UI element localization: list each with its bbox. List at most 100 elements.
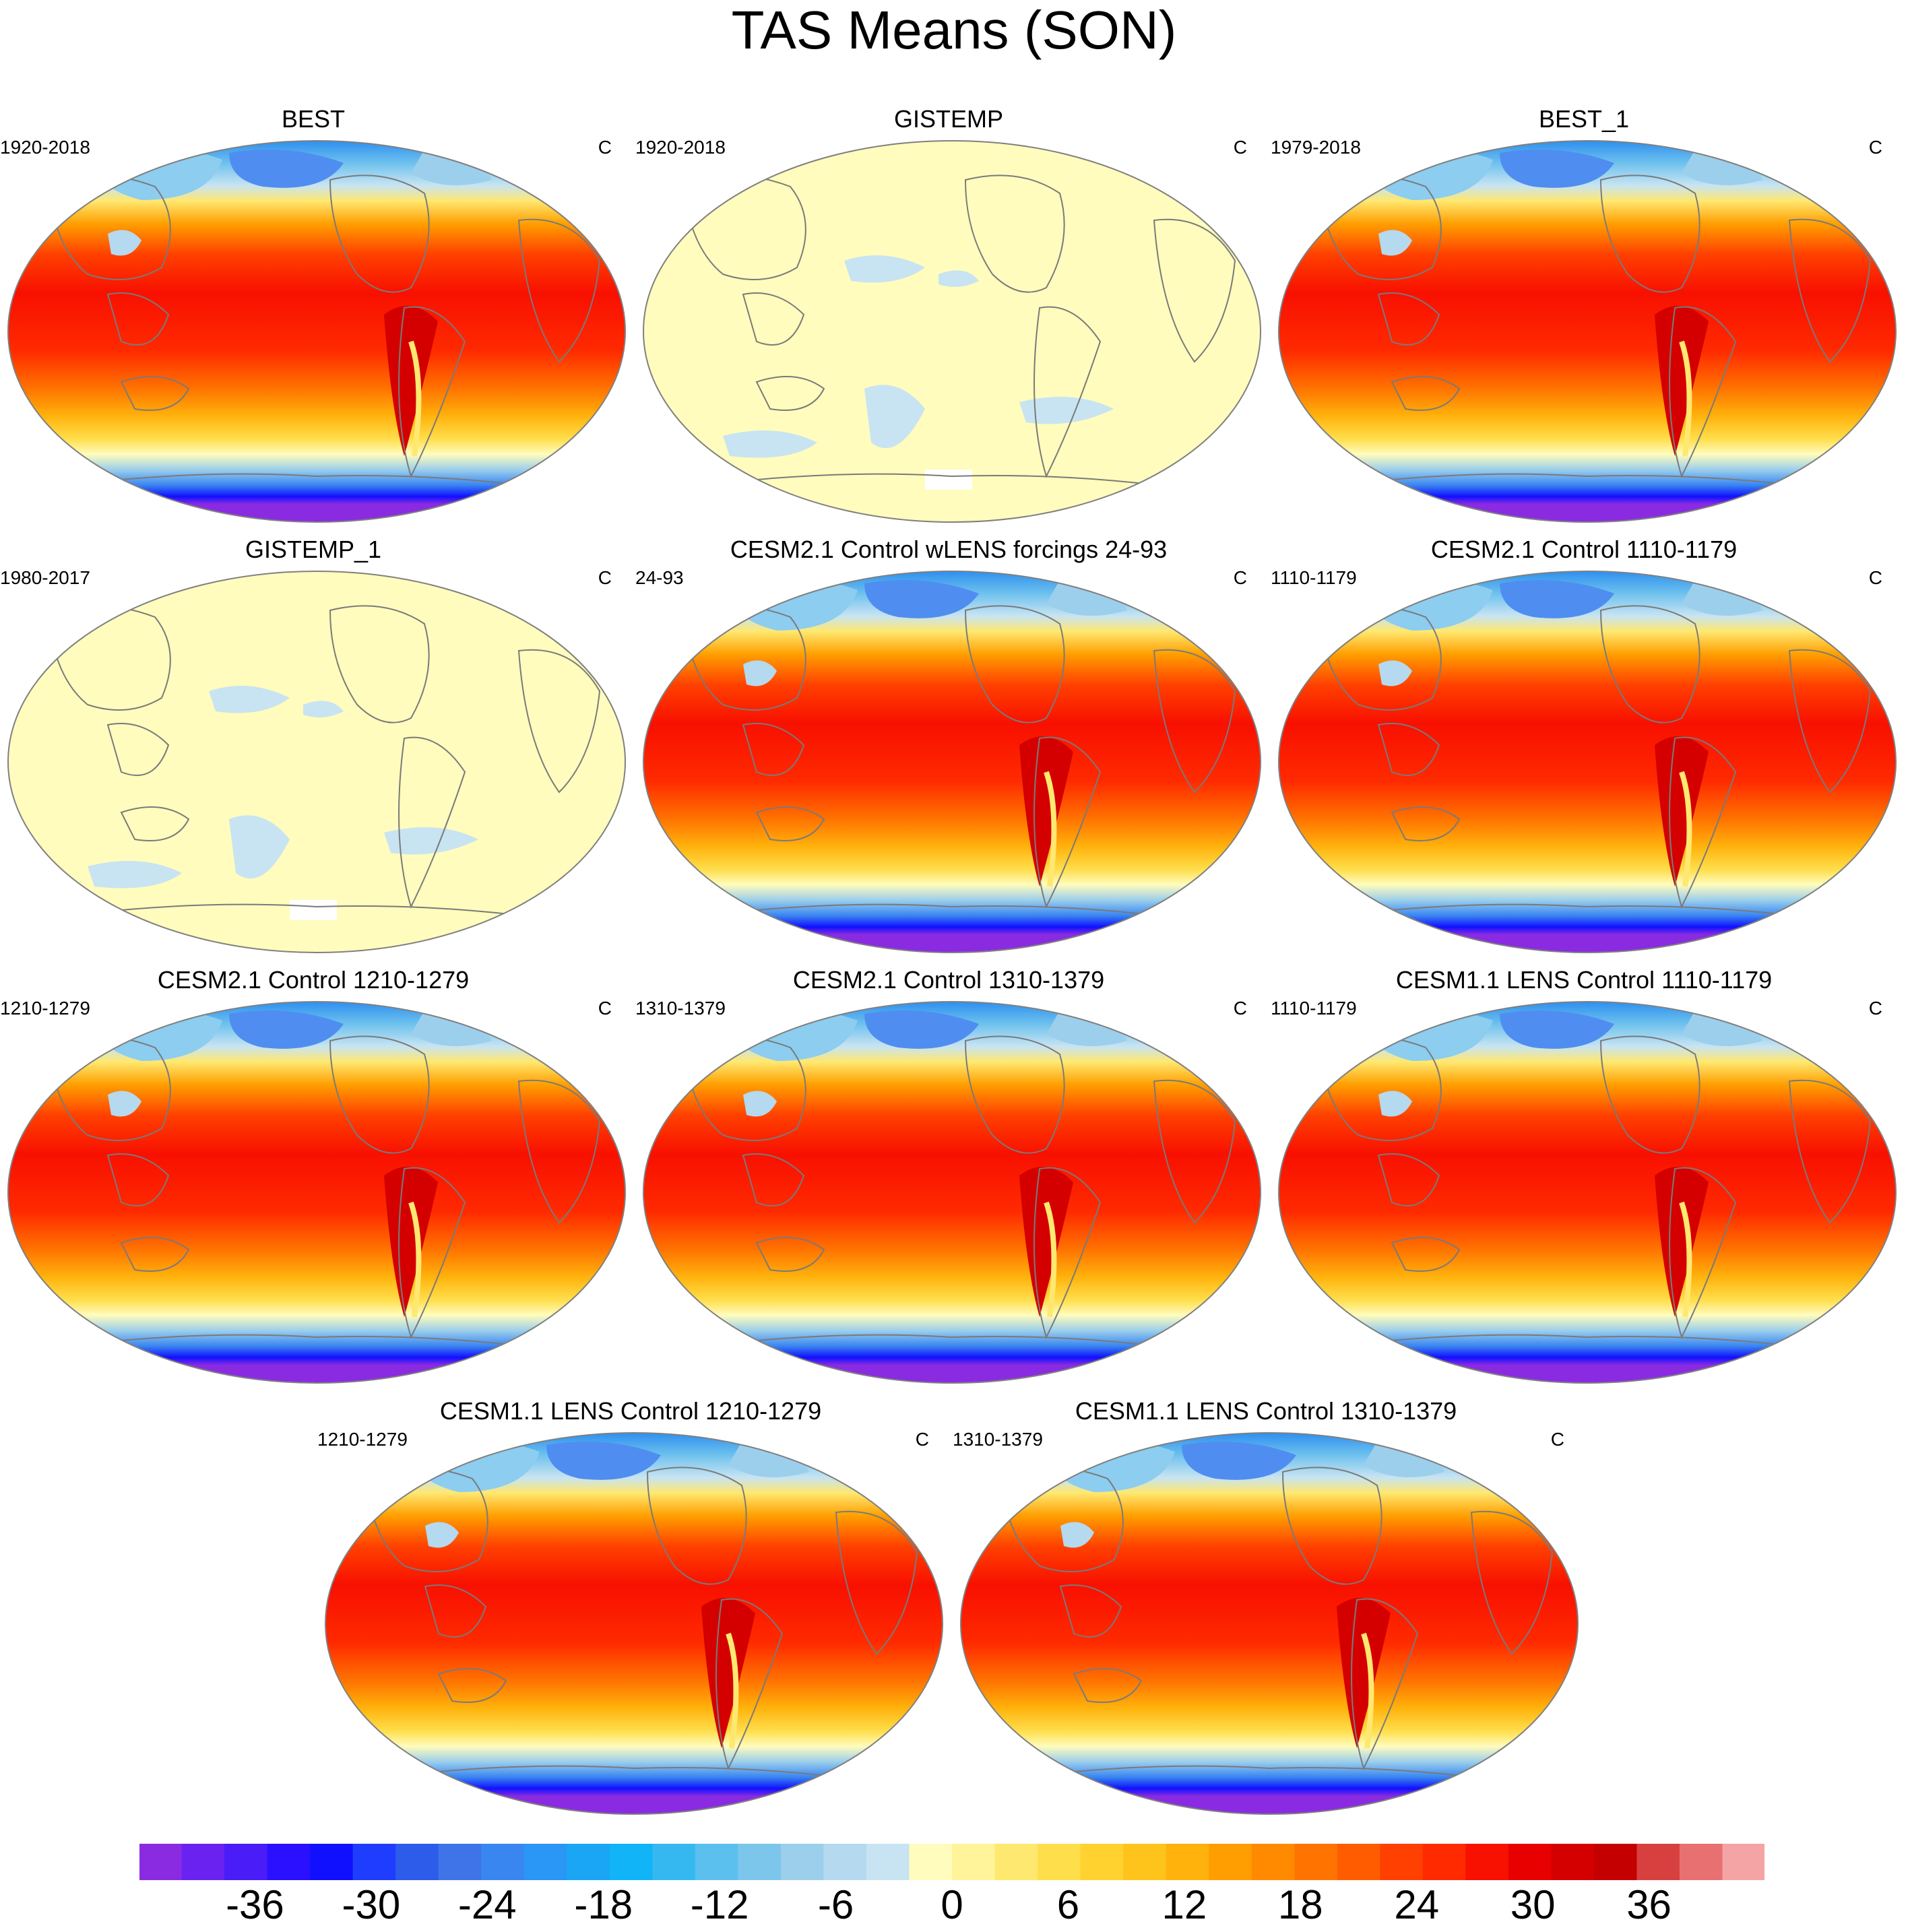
coastline [1470,1510,1554,1655]
climate-region [1682,580,1762,616]
coastline [329,605,430,723]
climate-region [411,150,492,185]
colorbar-swatch [652,1843,696,1881]
climate-region [864,1010,979,1049]
climate-region [408,340,422,457]
panel-title: GISTEMP_1 [245,536,382,563]
climate-region [1500,150,1614,188]
coastline [722,1334,1168,1348]
colorbar-swatch [181,1843,225,1881]
map-border [1278,571,1897,953]
world-map [1278,140,1897,523]
map-panel: CESM2.1 Control 1210-1279 1210-1279 C [0,965,627,1396]
coastline [106,1153,170,1206]
coastline [1153,649,1236,794]
world-map [7,1001,626,1384]
missing-data-region [290,900,337,920]
coastline [1391,1237,1461,1272]
colorbar-swatch [1209,1843,1252,1881]
panel-period: 1310-1379 [635,998,726,1019]
colorbar-swatch [1251,1843,1295,1881]
colorbar-tick-label: 36 [1626,1882,1672,1927]
anomaly-region [384,827,478,855]
climate-region [1655,1167,1709,1317]
panel-units: C [1233,567,1247,588]
panel-title: BEST [281,105,346,133]
panel-units: C [1233,137,1247,158]
panel-units: C [1233,998,1247,1019]
coastline [722,473,1168,487]
climate-region [701,1598,755,1748]
temperature-field [643,1002,1261,1383]
colorbar-tick-label: 18 [1277,1882,1323,1927]
map-border [1278,140,1897,523]
climate-region [1046,1010,1127,1046]
climate-region [1682,1010,1762,1046]
temperature-field [1279,1002,1896,1383]
map-border [643,140,1261,523]
coastline [742,1153,805,1206]
colorbar-swatch [909,1843,953,1881]
colorbar-swatch [1636,1843,1680,1881]
panel-period: 1310-1379 [953,1429,1043,1450]
colorbar-swatch [1038,1843,1081,1881]
anomaly-region [88,861,182,889]
panel-period: 1979-2018 [1271,137,1361,158]
colorbar-tick-label: -36 [226,1882,284,1927]
coastline [329,174,430,293]
colorbar-outline [139,1843,1765,1881]
colorbar-swatch [481,1843,525,1881]
colorbar-tick-label: 24 [1394,1882,1440,1927]
coastline [1351,1598,1419,1770]
coastline [1073,1668,1143,1703]
coastline [424,1584,487,1638]
panel-period: 1920-2018 [635,137,726,158]
coastline [646,1467,747,1585]
anomaly-region [939,270,979,287]
climate-region [864,580,979,618]
coastline [398,306,466,478]
world-map [7,571,626,953]
coastline [87,903,533,917]
colorbar-swatch [609,1843,653,1881]
panel-units: C [1868,137,1882,158]
colorbar-tick-label: -24 [457,1882,517,1927]
climate-region [1378,1091,1412,1117]
map-border [960,1432,1579,1815]
climate-region [1679,1201,1692,1318]
world-map [7,140,626,523]
climate-region [1655,736,1709,887]
coastline [1377,292,1440,346]
coastline [1153,1079,1236,1224]
coastline [404,1765,850,1779]
panel-title: CESM1.1 LENS Control 1110-1179 [1395,966,1773,994]
climate-region [108,230,141,256]
figure-title: TAS Means (SON) [731,0,1177,60]
coastline [106,292,170,346]
coastline [755,1237,825,1272]
missing-data-region [925,470,972,490]
coastline [1153,218,1236,363]
temperature-field [643,571,1261,953]
climate-region [1378,230,1412,256]
colorbar-tick-label: -30 [342,1882,401,1927]
coastline [517,649,601,794]
colorbar-labels: -36 -30 -24 -18 -12 -6 0 6 12 18 24 30 36 [139,1883,1765,1930]
climate-region [1500,580,1614,618]
panel-period: 1980-2017 [0,567,90,588]
panel-units: C [598,998,612,1019]
panel-units: C [915,1429,929,1450]
colorbar-swatch [1593,1843,1637,1881]
climate-region [384,306,438,456]
panel-units: C [598,137,612,158]
panel-title: CESM2.1 Control wLENS forcings 24-93 [730,536,1168,563]
climate-region [1364,1442,1444,1477]
coastline [835,1510,918,1655]
panel-title: CESM2.1 Control 1110-1179 [1430,536,1738,563]
coastline [1281,1467,1382,1585]
map-border [643,571,1261,953]
climate-region [728,1442,809,1477]
coastline [398,1167,466,1339]
climate-region [1046,580,1127,616]
colorbar-swatch [1166,1843,1209,1881]
